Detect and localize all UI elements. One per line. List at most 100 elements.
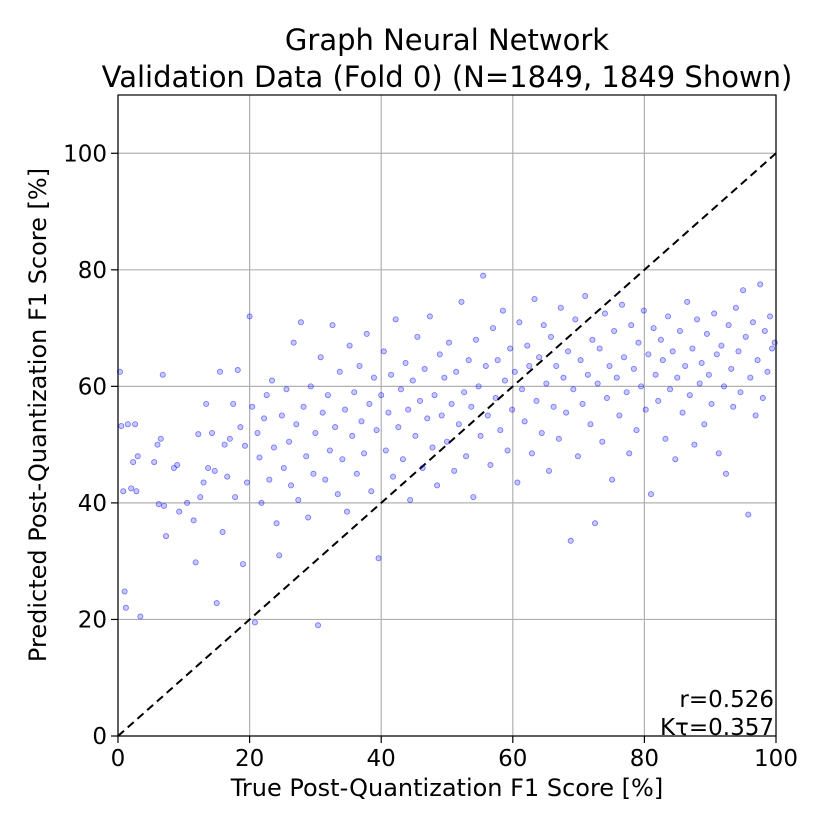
scatter-point — [397, 386, 404, 393]
scatter-point — [611, 328, 618, 335]
scatter-point — [315, 622, 322, 629]
scatter-point — [619, 301, 626, 308]
scatter-point — [603, 395, 610, 402]
scatter-point — [339, 456, 346, 463]
scatter-point — [399, 456, 406, 463]
scatter-point — [507, 345, 514, 352]
scatter-point — [689, 345, 696, 352]
scatter-point — [514, 479, 521, 486]
scatter-point — [497, 427, 504, 434]
scatter-point — [431, 392, 438, 399]
scatter-point — [310, 470, 317, 477]
scatter-point — [155, 501, 162, 508]
y-tick-label: 0 — [92, 724, 107, 750]
scatter-point — [251, 619, 258, 626]
scatter-point — [684, 298, 691, 305]
scatter-point — [161, 502, 168, 509]
scatter-point — [645, 351, 652, 358]
scatter-point — [334, 491, 341, 498]
scatter-point — [642, 406, 649, 413]
scatter-point — [767, 313, 774, 320]
scatter-point — [373, 427, 380, 434]
reference-diagonal-line — [117, 152, 777, 737]
scatter-point — [657, 336, 664, 343]
scatter-point — [268, 377, 275, 384]
scatter-point — [715, 450, 722, 457]
scatter-point — [635, 339, 642, 346]
scatter-point — [759, 395, 766, 402]
scatter-point — [405, 406, 412, 413]
scatter-point — [587, 421, 594, 428]
scatter-point — [524, 342, 531, 349]
scatter-point — [336, 368, 343, 375]
scatter-point — [176, 508, 183, 515]
scatter-point — [390, 473, 397, 480]
scatter-point — [630, 365, 637, 372]
scatter-point — [703, 330, 710, 337]
scatter-point — [691, 441, 698, 448]
scatter-point — [584, 371, 591, 378]
scatter-point — [122, 604, 129, 611]
scatter-point — [429, 444, 436, 451]
scatter-point — [312, 429, 319, 436]
scatter-point — [349, 432, 356, 439]
scatter-point — [769, 345, 776, 352]
scatter-point — [509, 406, 516, 413]
scatter-point — [516, 319, 523, 326]
scatter-point — [499, 307, 506, 314]
scatter-point — [375, 555, 382, 562]
scatter-point — [455, 421, 462, 428]
scatter-point — [426, 313, 433, 320]
scatter-point — [732, 304, 739, 311]
scatter-point — [701, 421, 708, 428]
scatter-point — [249, 403, 256, 410]
scatter-point — [451, 467, 458, 474]
scatter-point — [174, 462, 181, 469]
scatter-point — [472, 336, 479, 343]
scatter-point — [721, 383, 728, 390]
scatter-point — [213, 600, 220, 607]
scatter-point — [224, 473, 231, 480]
scatter-point — [283, 386, 290, 393]
scatter-point — [480, 272, 487, 279]
scatter-point — [761, 328, 768, 335]
scatter-point — [322, 476, 329, 483]
scatter-point — [263, 392, 270, 399]
scatter-point — [246, 313, 253, 320]
scatter-point — [137, 613, 144, 620]
scatter-point — [421, 365, 428, 372]
scatter-point — [465, 357, 472, 364]
scatter-point — [686, 392, 693, 399]
scatter-point — [728, 365, 735, 372]
scatter-point — [652, 371, 659, 378]
scatter-point — [468, 403, 475, 410]
scatter-point — [434, 482, 441, 489]
scatter-point — [395, 424, 402, 431]
scatter-point — [540, 322, 547, 329]
scatter-point — [682, 362, 689, 369]
scatter-point — [332, 424, 339, 431]
scatter-point — [157, 435, 164, 442]
scatter-point — [221, 441, 228, 448]
grid-layer — [117, 95, 777, 737]
reference-line-layer — [117, 152, 777, 737]
kendall-tau-annotation: Kτ=0.357 — [660, 715, 774, 741]
scatter-point — [412, 432, 419, 439]
scatter-point — [203, 400, 210, 407]
scatter-point — [409, 377, 416, 384]
pearson-r-annotation: r=0.526 — [679, 687, 774, 713]
scatter-point — [521, 418, 528, 425]
scatter-point — [718, 342, 725, 349]
scatter-point — [134, 453, 141, 460]
scatter-point — [216, 368, 223, 375]
scatter-point — [752, 412, 759, 419]
scatter-point — [555, 435, 562, 442]
scatter-point — [572, 316, 579, 323]
scatter-point — [592, 520, 599, 527]
scatter-point — [226, 435, 233, 442]
y-tick-label: 40 — [78, 491, 107, 517]
scatter-point — [219, 529, 226, 536]
scatter-point — [326, 447, 333, 454]
y-tick-label: 100 — [63, 141, 107, 167]
scatter-point — [234, 367, 241, 374]
